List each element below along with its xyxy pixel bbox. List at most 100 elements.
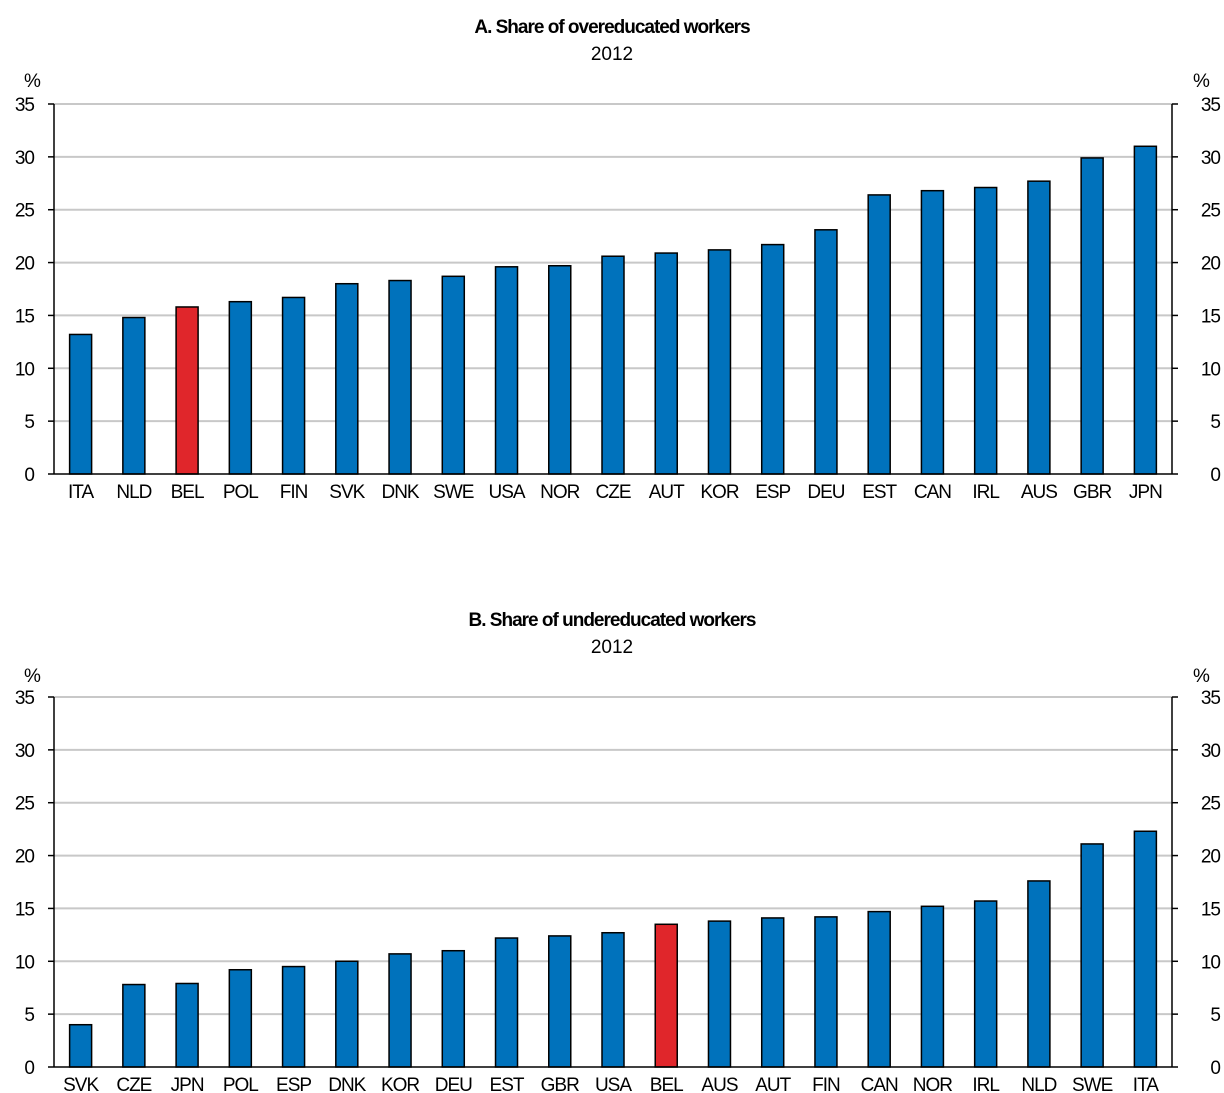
- panel-a-ytick-left: 5: [24, 412, 34, 433]
- panel-b-ytick-right: 25: [1201, 794, 1221, 815]
- panel-a-bar-kor: [707, 249, 732, 475]
- panel-a-xtick-esp: ESP: [755, 482, 790, 503]
- panel-b-bar-deu: [441, 949, 466, 1068]
- panel-b-bar-nor: [920, 905, 945, 1068]
- panel-a-ytick-right: 0: [1210, 465, 1220, 486]
- panel-a-bar-est: [867, 194, 891, 475]
- panel-a-bar-nld: [122, 316, 146, 475]
- panel-b-xtick-ita: ITA: [1133, 1075, 1159, 1093]
- panel-b-title: B. Share of undereducated workers: [469, 610, 756, 631]
- panel-b-bar-pol: [228, 968, 253, 1068]
- panel-a-ytick-right: 20: [1201, 254, 1221, 275]
- panel-a-xtick-kor: KOR: [700, 482, 738, 503]
- panel-b-undereducated: B. Share of undereducated workers 2012 %…: [15, 610, 1222, 1093]
- panel-b-ytick-left: 0: [24, 1058, 34, 1079]
- panel-a-bar-pol: [228, 300, 253, 475]
- panel-a-bar-dnk: [388, 279, 412, 475]
- panel-b-bar-gbr: [548, 935, 572, 1068]
- panel-a-xtick-usa: USA: [488, 482, 525, 503]
- panel-b-ytick-right: 15: [1201, 899, 1221, 920]
- panel-b-bar-fin: [814, 916, 838, 1068]
- panel-a-bar-ita: [68, 333, 93, 475]
- panel-b-bar-nld: [1027, 880, 1051, 1068]
- panel-a-bar-aus: [1027, 180, 1051, 475]
- panel-b-bar-cze: [122, 983, 146, 1068]
- panel-b-ytick-left: 25: [15, 794, 35, 815]
- panel-b-bar-kor: [388, 953, 412, 1068]
- panel-a-bar-jpn: [1133, 145, 1158, 475]
- panel-b-ytick-left: 5: [24, 1005, 34, 1026]
- panel-b-bar-swe: [1080, 843, 1104, 1068]
- panel-b-ytick-right: 35: [1201, 688, 1221, 709]
- panel-a-bar-deu: [814, 229, 838, 475]
- panel-a-ytick-right: 5: [1210, 412, 1220, 433]
- panel-b-bar-usa: [601, 931, 625, 1068]
- panel-a-xtick-pol: POL: [223, 482, 258, 503]
- panel-b-xtick-svk: SVK: [63, 1075, 99, 1093]
- panel-a-bar-bel: [175, 306, 199, 475]
- panel-a-xtick-can: CAN: [914, 482, 951, 503]
- panel-b-xtick-aus: AUS: [701, 1075, 737, 1093]
- panel-a-ytick-left: 30: [15, 148, 35, 169]
- panel-a-xtick-est: EST: [862, 482, 897, 503]
- panel-b-xtick-can: CAN: [861, 1075, 898, 1093]
- panel-a-ytick-left: 25: [15, 201, 35, 222]
- panel-b-bar-ita: [1133, 830, 1158, 1068]
- panel-a-xtick-jpn: JPN: [1129, 482, 1162, 503]
- panel-b-xtick-irl: IRL: [972, 1075, 999, 1093]
- panel-a-bar-fin: [281, 296, 306, 475]
- panel-b-ytick-right: 0: [1210, 1058, 1220, 1079]
- panel-b-bar-esp: [281, 965, 306, 1068]
- panel-a-ytick-right: 30: [1201, 148, 1221, 169]
- panel-a-bar-usa: [494, 266, 519, 475]
- panel-a-xtick-dnk: DNK: [381, 482, 419, 503]
- panel-b-bar-est: [494, 937, 519, 1068]
- panel-a-ytick-left: 15: [15, 306, 35, 327]
- panel-a-xtick-cze: CZE: [596, 482, 631, 503]
- panel-a-xtick-fin: FIN: [280, 482, 308, 503]
- panel-b-bar-svk: [68, 1023, 93, 1068]
- panel-a-xtick-irl: IRL: [972, 482, 999, 503]
- panel-b-unit-left: %: [24, 666, 41, 687]
- panel-a-xtick-gbr: GBR: [1073, 482, 1111, 503]
- panel-b-ytick-left: 30: [15, 741, 35, 762]
- panel-b-xtick-cze: CZE: [116, 1075, 151, 1093]
- panel-a-xtick-nld: NLD: [116, 482, 151, 503]
- panel-a-ytick-left: 35: [15, 95, 35, 116]
- panel-b-ytick-right: 10: [1201, 952, 1221, 973]
- panel-b-xtick-swe: SWE: [1072, 1075, 1113, 1093]
- panel-b-xtick-esp: ESP: [276, 1075, 311, 1093]
- panel-b-ytick-right: 30: [1201, 741, 1221, 762]
- panel-a-ytick-left: 0: [24, 465, 34, 486]
- panel-a-unit-right: %: [1193, 71, 1210, 92]
- panel-a-ytick-right: 10: [1201, 359, 1221, 380]
- panel-a-xtick-nor: NOR: [540, 482, 580, 503]
- panel-b-ytick-right: 20: [1201, 847, 1221, 868]
- panel-b-ytick-left: 10: [15, 952, 35, 973]
- panel-a-bar-can: [920, 189, 945, 475]
- panel-a-xtick-aus: AUS: [1021, 482, 1057, 503]
- panel-b-xtick-bel: BEL: [650, 1075, 683, 1093]
- panel-b-xtick-nor: NOR: [913, 1075, 953, 1093]
- panel-a-bar-nor: [548, 264, 572, 475]
- panel-b-unit-right: %: [1193, 666, 1210, 687]
- panel-b-ytick-left: 35: [15, 688, 35, 709]
- panel-a-title: A. Share of overeducated workers: [474, 17, 750, 38]
- panel-b-bar-can: [867, 910, 891, 1068]
- panel-b-bar-irl: [973, 900, 998, 1068]
- panel-b-xtick-jpn: JPN: [171, 1075, 204, 1093]
- panel-b-xtick-aut: AUT: [755, 1075, 791, 1093]
- panel-a-bar-gbr: [1080, 157, 1104, 475]
- panel-a-unit-left: %: [24, 71, 41, 92]
- panel-b-xtick-usa: USA: [595, 1075, 632, 1093]
- panel-a-bar-esp: [760, 243, 785, 475]
- panel-a-xtick-swe: SWE: [433, 482, 474, 503]
- panel-b-bar-aus: [707, 920, 732, 1068]
- panel-a-ytick-left: 10: [15, 359, 35, 380]
- panel-b-subtitle: 2012: [591, 637, 633, 658]
- panel-b-xtick-fin: FIN: [812, 1075, 840, 1093]
- panel-a-bar-svk: [335, 282, 359, 475]
- panel-a-subtitle: 2012: [591, 44, 633, 65]
- panel-a-bar-cze: [601, 255, 625, 475]
